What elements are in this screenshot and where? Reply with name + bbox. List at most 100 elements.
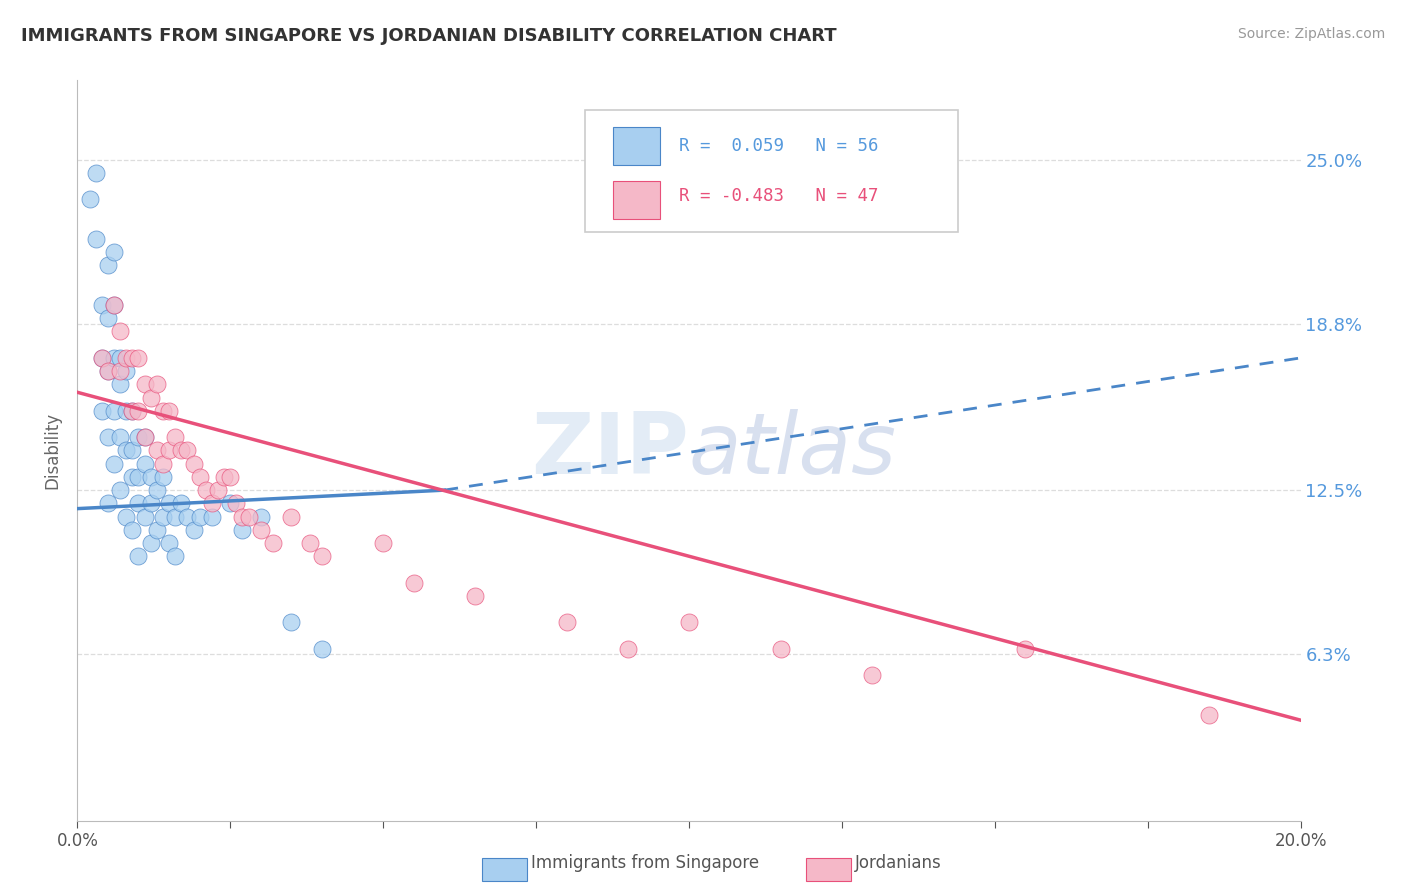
Point bbox=[103, 298, 125, 312]
Point bbox=[97, 430, 120, 444]
Point bbox=[298, 536, 321, 550]
Point bbox=[121, 523, 143, 537]
Point bbox=[464, 589, 486, 603]
Point bbox=[157, 536, 180, 550]
Point bbox=[152, 470, 174, 484]
Point bbox=[97, 364, 120, 378]
Point bbox=[157, 404, 180, 418]
Point bbox=[862, 668, 884, 682]
Point bbox=[207, 483, 229, 497]
Point bbox=[115, 351, 138, 365]
FancyBboxPatch shape bbox=[585, 110, 957, 232]
Point bbox=[617, 641, 640, 656]
Point bbox=[165, 509, 187, 524]
Text: atlas: atlas bbox=[689, 409, 897, 492]
Point bbox=[127, 549, 149, 564]
Point bbox=[90, 351, 112, 365]
Point bbox=[115, 443, 138, 458]
Text: Source: ZipAtlas.com: Source: ZipAtlas.com bbox=[1237, 27, 1385, 41]
Point bbox=[311, 549, 333, 564]
Point bbox=[769, 641, 792, 656]
Bar bbox=[613, 181, 659, 219]
Point bbox=[152, 509, 174, 524]
Point bbox=[121, 404, 143, 418]
Point bbox=[139, 496, 162, 510]
Point bbox=[201, 509, 224, 524]
Point bbox=[280, 509, 302, 524]
Point bbox=[146, 377, 169, 392]
Point bbox=[127, 430, 149, 444]
Point bbox=[176, 509, 198, 524]
Point bbox=[280, 615, 302, 630]
Point bbox=[157, 443, 180, 458]
Point bbox=[139, 470, 162, 484]
Point bbox=[139, 391, 162, 405]
Point bbox=[402, 575, 425, 590]
Point bbox=[678, 615, 700, 630]
Point bbox=[121, 470, 143, 484]
Point bbox=[134, 430, 156, 444]
Bar bbox=[613, 127, 659, 165]
Point bbox=[311, 641, 333, 656]
Point bbox=[146, 483, 169, 497]
Point bbox=[115, 404, 138, 418]
Point bbox=[108, 430, 131, 444]
Point bbox=[555, 615, 578, 630]
Point bbox=[103, 245, 125, 260]
Point bbox=[90, 298, 112, 312]
Point bbox=[121, 404, 143, 418]
Point bbox=[84, 166, 107, 180]
Point bbox=[84, 232, 107, 246]
Point bbox=[134, 457, 156, 471]
Point bbox=[79, 192, 101, 206]
Point bbox=[231, 523, 253, 537]
Point bbox=[97, 311, 120, 326]
Point bbox=[176, 443, 198, 458]
Point bbox=[97, 364, 120, 378]
Point bbox=[146, 523, 169, 537]
Text: R = -0.483   N = 47: R = -0.483 N = 47 bbox=[679, 187, 879, 205]
Point bbox=[103, 298, 125, 312]
Point bbox=[231, 509, 253, 524]
Point bbox=[188, 509, 211, 524]
Point bbox=[127, 404, 149, 418]
Point bbox=[97, 496, 120, 510]
Point bbox=[1198, 707, 1220, 722]
Point bbox=[165, 430, 187, 444]
Point bbox=[225, 496, 247, 510]
Point bbox=[108, 325, 131, 339]
Point bbox=[139, 536, 162, 550]
Y-axis label: Disability: Disability bbox=[44, 412, 62, 489]
Point bbox=[121, 351, 143, 365]
Point bbox=[1014, 641, 1036, 656]
Point bbox=[134, 509, 156, 524]
Point bbox=[183, 457, 205, 471]
Point bbox=[134, 430, 156, 444]
Point bbox=[212, 470, 235, 484]
Point bbox=[238, 509, 260, 524]
Point bbox=[134, 377, 156, 392]
Point bbox=[103, 351, 125, 365]
Point bbox=[90, 404, 112, 418]
Point bbox=[121, 443, 143, 458]
Point bbox=[108, 377, 131, 392]
Point bbox=[262, 536, 284, 550]
Point bbox=[157, 496, 180, 510]
Point bbox=[97, 259, 120, 273]
Point bbox=[146, 443, 169, 458]
Point bbox=[219, 496, 242, 510]
Point bbox=[152, 457, 174, 471]
Point bbox=[371, 536, 394, 550]
Text: Immigrants from Singapore: Immigrants from Singapore bbox=[531, 855, 759, 872]
Text: Jordanians: Jordanians bbox=[855, 855, 942, 872]
Point bbox=[108, 351, 131, 365]
Point bbox=[250, 509, 273, 524]
Point bbox=[170, 443, 193, 458]
Point bbox=[127, 470, 149, 484]
Point bbox=[103, 457, 125, 471]
Point bbox=[127, 351, 149, 365]
Point bbox=[165, 549, 187, 564]
Point bbox=[108, 364, 131, 378]
Point bbox=[90, 351, 112, 365]
Text: R =  0.059   N = 56: R = 0.059 N = 56 bbox=[679, 136, 879, 154]
